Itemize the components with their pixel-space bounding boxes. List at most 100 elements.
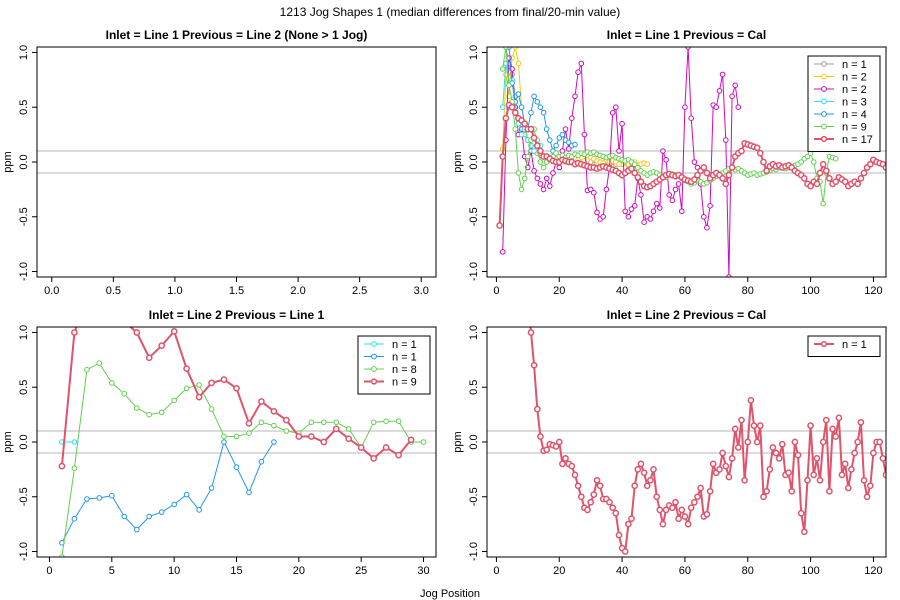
- data-point: [553, 150, 559, 156]
- data-point: [813, 455, 821, 462]
- data-point: [109, 313, 114, 318]
- legend-entry: n = 1: [392, 352, 417, 364]
- data-point: [525, 297, 530, 302]
- data-point: [537, 104, 544, 110]
- data-point: [722, 180, 730, 188]
- data-point: [687, 504, 695, 512]
- data-point: [691, 498, 698, 506]
- data-point: [660, 148, 666, 154]
- data-point: [499, 249, 506, 255]
- data-point: [775, 455, 783, 462]
- data-point: [816, 476, 824, 484]
- legend-entry: n = 1: [392, 339, 417, 351]
- data-point: [719, 71, 726, 78]
- x-tick-label: 120: [864, 565, 882, 577]
- legend-swatch-marker: [821, 86, 827, 92]
- data-point: [625, 520, 632, 528]
- y-tick-label: 1.0: [18, 325, 30, 340]
- data-point: [807, 422, 814, 429]
- data-point: [158, 409, 165, 416]
- data-point: [819, 160, 827, 168]
- panel-2-line1-from-cal: Inlet = Line 1 Previous = Cal ppm 0 20 40 60 8…: [452, 28, 887, 297]
- data-point: [587, 498, 595, 506]
- y-tick-label: -1.0: [468, 542, 480, 561]
- data-point: [756, 149, 764, 157]
- data-point: [879, 455, 886, 462]
- data-point: [258, 398, 265, 405]
- data-point: [866, 482, 874, 490]
- legend-swatch-marker: [370, 378, 378, 385]
- data-point: [537, 181, 544, 187]
- data-point: [675, 181, 682, 187]
- data-point: [537, 159, 544, 165]
- panel-title: Inlet = Line 1 Previous = Line 2 (None >…: [106, 28, 368, 42]
- legend-entry: n = 3: [842, 97, 867, 109]
- data-point: [521, 175, 528, 182]
- data-point: [565, 146, 572, 152]
- data-point: [208, 379, 215, 387]
- y-axis-label: ppm: [452, 431, 464, 452]
- data-point: [778, 440, 786, 448]
- legend-entry: n = 9: [842, 122, 867, 134]
- data-point: [832, 155, 839, 162]
- y-tick-label: -1.0: [18, 542, 30, 561]
- data-point: [609, 504, 617, 512]
- x-tick-label: 1.5: [229, 285, 244, 297]
- data-point: [96, 360, 103, 366]
- data-point: [703, 169, 711, 177]
- data-point: [882, 471, 886, 479]
- data-point: [725, 473, 733, 481]
- data-point: [357, 444, 365, 451]
- data-point: [555, 438, 563, 446]
- data-point: [732, 82, 739, 89]
- data-point: [84, 496, 90, 502]
- data-point: [540, 164, 547, 171]
- data-point: [763, 487, 770, 495]
- data-point: [760, 493, 767, 501]
- data-point: [512, 126, 519, 132]
- data-point: [694, 171, 701, 179]
- data-point: [822, 416, 830, 424]
- panel-1-line1-from-line2: Inlet = Line 1 Previous = Line 2 (None >…: [2, 28, 437, 297]
- legend-swatch-marker: [821, 61, 827, 67]
- data-point: [308, 419, 315, 426]
- data-point: [738, 147, 745, 155]
- data-point: [741, 476, 748, 484]
- y-tick-label: 0.5: [468, 380, 480, 395]
- data-point: [628, 206, 635, 212]
- data-point: [84, 297, 89, 302]
- data-point: [295, 433, 303, 440]
- data-point: [713, 104, 720, 110]
- data-point: [593, 476, 601, 484]
- data-point: [528, 109, 534, 116]
- data-point: [271, 422, 277, 429]
- legend-entry: n = 17: [842, 134, 873, 146]
- data-point: [688, 115, 695, 121]
- y-tick-label: 0.5: [18, 380, 30, 395]
- data-point: [800, 175, 808, 182]
- data-point: [631, 161, 638, 167]
- y-tick-label: 0.0: [468, 434, 480, 449]
- data-point: [71, 515, 78, 522]
- legend: n = 1n = 1n = 8n = 9: [357, 335, 431, 395]
- data-point: [559, 131, 566, 138]
- y-tick-label: -0.5: [18, 487, 30, 506]
- data-point: [527, 329, 535, 336]
- data-point: [533, 405, 541, 413]
- data-point: [672, 186, 679, 193]
- x-tick-label: 100: [801, 565, 819, 577]
- panel-4-line2-from-cal: Inlet = Line 2 Previous = Cal ppm 0 20 40 60 8…: [452, 297, 887, 577]
- data-point: [133, 329, 141, 336]
- y-tick-label: 0.5: [468, 100, 480, 115]
- series-group: [58, 297, 427, 557]
- data-point: [530, 361, 538, 369]
- data-point: [791, 438, 799, 446]
- data-point: [700, 164, 708, 171]
- data-point: [531, 168, 537, 174]
- data-point: [679, 208, 685, 215]
- data-point: [600, 214, 607, 220]
- data-point: [675, 515, 682, 523]
- data-point: [672, 498, 679, 506]
- y-axis-label: ppm: [452, 151, 464, 172]
- x-tick-label: 20: [553, 285, 565, 297]
